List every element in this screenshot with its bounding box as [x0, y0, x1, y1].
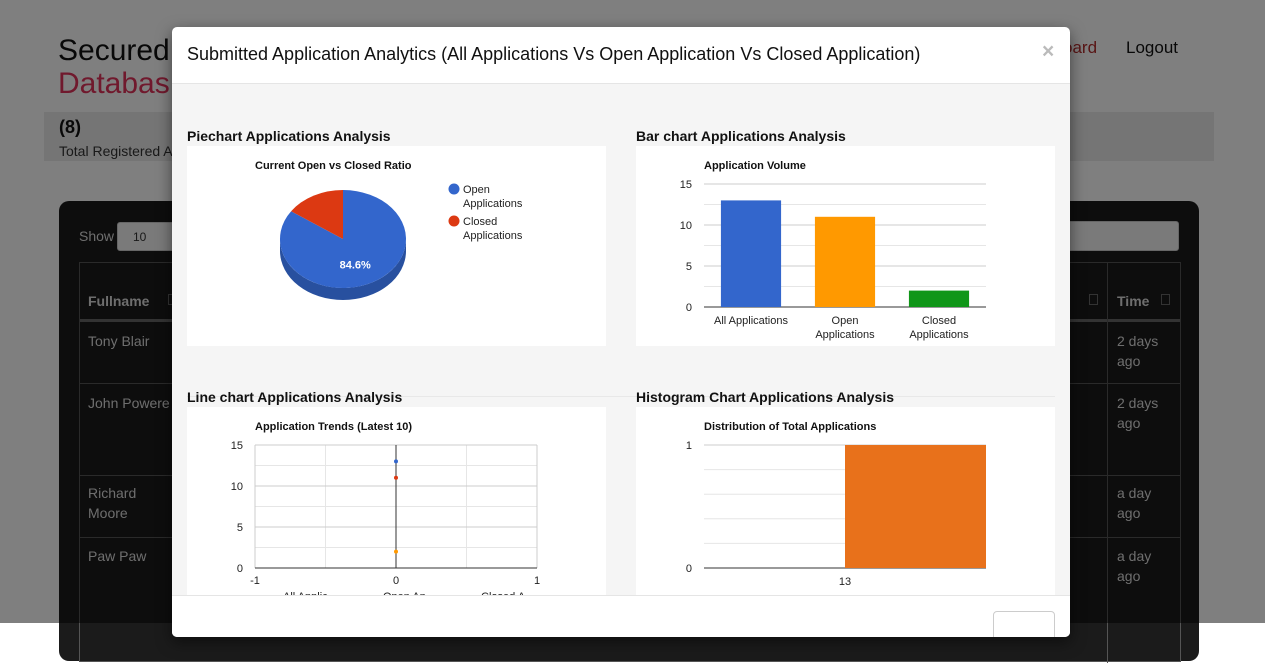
pie-depth-rim — [280, 239, 406, 300]
histogram-chart: Distribution of Total Applications 0 1 13 — [686, 421, 986, 588]
modal-footer-button[interactable] — [993, 611, 1055, 637]
pie-chart-title: Current Open vs Closed Ratio — [255, 160, 412, 172]
bar-y-tick-label: 10 — [680, 220, 692, 232]
bar-category-label: Applications — [909, 329, 969, 341]
bar-chart-card: Application Volume 0 5 10 15 All Applicatio… — [636, 146, 1055, 346]
histogram-chart-title: Distribution of Total Applications — [704, 421, 876, 433]
section-divider — [187, 396, 1055, 397]
line-section-title: Line chart Applications Analysis — [187, 389, 403, 405]
bar-y-tick-label: 0 — [686, 302, 692, 314]
modal-title: Submitted Application Analytics (All App… — [187, 44, 921, 64]
line-x-tick-label: -1 — [250, 575, 260, 587]
pie-slice-label: 84.6% — [340, 260, 371, 272]
line-x-tick-label: 1 — [534, 575, 540, 587]
bar — [908, 290, 970, 307]
histogram-chart-card: Distribution of Total Applications 0 1 13 — [636, 407, 1055, 607]
bar-y-tick-label: 15 — [680, 179, 692, 191]
bar-y-tick-label: 5 — [686, 261, 692, 273]
close-icon[interactable]: × — [1042, 40, 1055, 63]
line-y-tick-label: 10 — [231, 481, 243, 493]
bar-chart: Application Volume 0 5 10 15 All Applicatio… — [680, 160, 986, 341]
bar-category-label: Closed — [922, 315, 956, 327]
line-chart-card: Application Trends (Latest 10) 0 5 10 15 -1 0… — [187, 407, 606, 607]
pie-legend-label: Closed — [463, 216, 497, 228]
pie-legend-label: Applications — [463, 230, 523, 242]
line-y-tick-label: 5 — [237, 522, 243, 534]
line-chart-title: Application Trends (Latest 10) — [255, 421, 412, 433]
bar-category-label: All Applications — [714, 315, 788, 327]
bar-section-title: Bar chart Applications Analysis — [636, 128, 846, 144]
line-y-tick-label: 0 — [237, 563, 243, 575]
bar-chart-title: Application Volume — [704, 160, 806, 172]
pie-chart: Current Open vs Closed Ratio 84.6% Open A… — [255, 160, 523, 300]
histogram-y-tick-label: 0 — [686, 563, 692, 575]
histogram-bar — [845, 445, 986, 568]
line-x-tick-label: 0 — [393, 575, 399, 587]
pie-legend-label: Applications — [463, 198, 523, 210]
pie-chart-card: Current Open vs Closed Ratio 84.6% Open A… — [187, 146, 606, 346]
pie-slice — [291, 190, 343, 239]
pie-legend-swatch — [448, 183, 460, 195]
line-chart: Application Trends (Latest 10) 0 5 10 15 -1 0… — [231, 421, 540, 603]
modal-body: Piechart Applications Analysis Bar chart… — [172, 84, 1070, 607]
bar-category-label: Open — [832, 315, 859, 327]
pie-legend-label: Open — [463, 184, 490, 196]
line-y-tick-label: 15 — [231, 440, 243, 452]
pie-section-title: Piechart Applications Analysis — [187, 128, 391, 144]
bar — [720, 200, 782, 307]
bar — [814, 216, 876, 307]
analytics-modal: Submitted Application Analytics (All App… — [172, 27, 1070, 637]
histogram-y-tick-label: 1 — [686, 440, 692, 452]
line-data-point — [394, 549, 398, 554]
histogram-section-title: Histogram Chart Applications Analysis — [636, 389, 895, 405]
histogram-x-tick-label: 13 — [839, 576, 851, 588]
bar-category-label: Applications — [815, 329, 875, 341]
line-data-point — [394, 475, 398, 480]
line-data-point — [394, 459, 398, 464]
modal-footer — [172, 595, 1070, 637]
pie-legend-swatch — [448, 215, 460, 227]
modal-header: Submitted Application Analytics (All App… — [172, 27, 1070, 84]
